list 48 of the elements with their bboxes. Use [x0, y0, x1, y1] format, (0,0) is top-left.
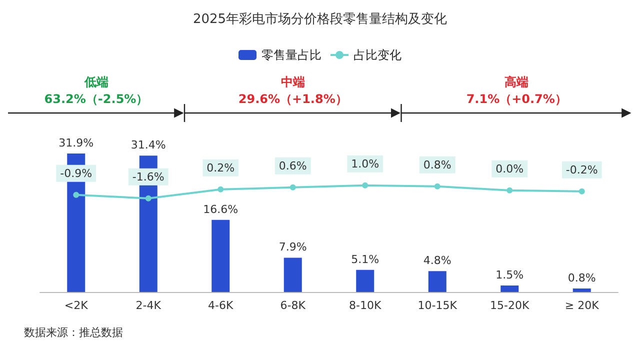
data-label: 0.0% — [496, 162, 524, 176]
source-note: 数据来源：推总数据 — [24, 326, 123, 339]
data-label: 16.6% — [203, 202, 238, 216]
text: 29.6%（+1.8%） — [238, 92, 348, 106]
chart-title: 2025年彩电市场分价格段零售量结构及变化 — [192, 12, 448, 27]
bar — [284, 258, 302, 292]
text: 低端 — [83, 75, 108, 89]
point — [434, 183, 440, 190]
legend-label: 占比变化 — [354, 48, 402, 62]
x-tick-label: 2-4K — [136, 299, 162, 312]
bar — [572, 288, 591, 292]
data-label: 0.8% — [423, 158, 452, 172]
data-label: 4.8% — [423, 254, 452, 268]
point — [218, 186, 224, 192]
x-tick-label: <2K — [64, 299, 89, 312]
data-label: 1.5% — [496, 268, 524, 282]
text: 63.2%（-2.5%） — [44, 92, 148, 106]
bar — [500, 285, 519, 292]
bar — [428, 271, 446, 292]
data-label: 31.4% — [130, 138, 166, 152]
text: 7.1%（+0.7%） — [466, 92, 567, 106]
text: 中端 — [280, 75, 305, 89]
x-tick-label: 4-6K — [208, 299, 234, 312]
data-label: 7.9% — [278, 240, 307, 254]
data-label: 0.2% — [206, 161, 235, 174]
point — [506, 187, 513, 194]
x-tick-label: 6-8K — [280, 299, 306, 312]
point — [145, 195, 152, 202]
data-label: 1.0% — [351, 157, 380, 170]
point — [73, 192, 80, 198]
x-tick-label: ≥ 20K — [564, 299, 600, 312]
data-label: 5.1% — [351, 252, 380, 266]
point — [362, 182, 368, 188]
data-label: -0.9% — [60, 166, 92, 180]
bar — [212, 220, 230, 292]
x-tick-label: 10-15K — [418, 299, 458, 312]
x-tick-label: 8-10K — [349, 299, 382, 312]
x-tick-label: 15-20K — [490, 299, 530, 312]
data-label: -1.6% — [132, 170, 164, 184]
point — [578, 188, 585, 194]
data-label: 0.6% — [278, 159, 307, 172]
point — [290, 184, 296, 190]
legend-label: 零售量占比 — [262, 48, 322, 62]
text: 高端 — [504, 75, 529, 89]
data-label: 31.9% — [58, 136, 94, 150]
bar — [356, 270, 374, 292]
data-label: -0.2% — [566, 163, 598, 176]
data-label: 0.8% — [568, 272, 596, 285]
